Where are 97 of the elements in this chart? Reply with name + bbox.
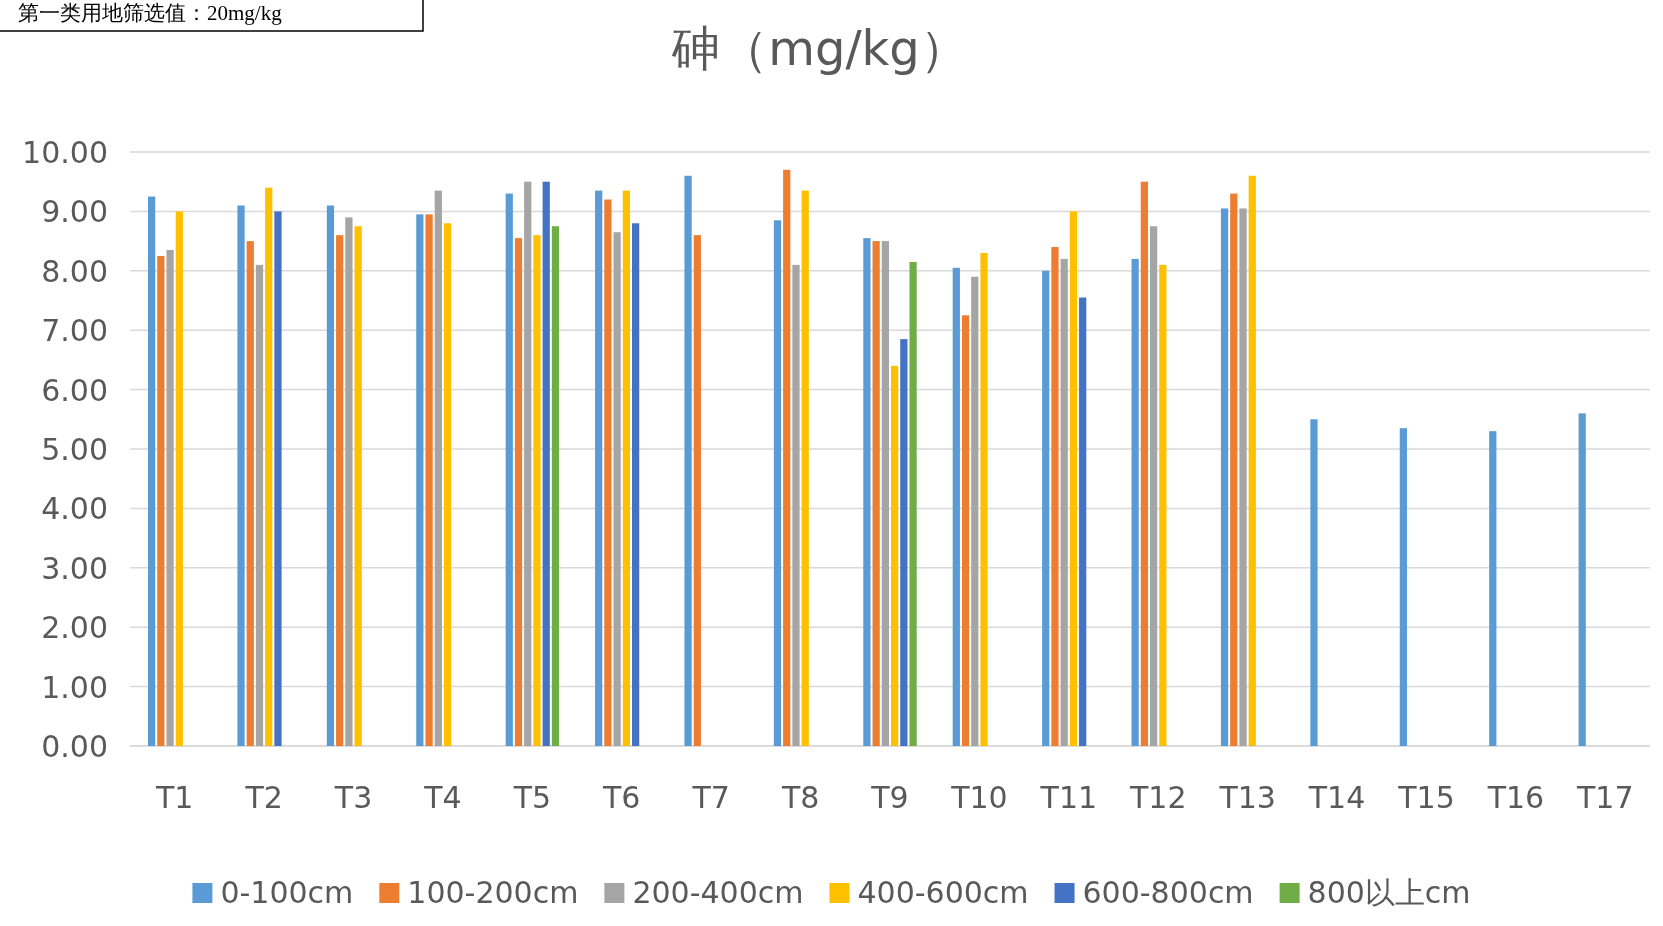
y-tick-label: 1.00 (41, 669, 108, 705)
bar (801, 190, 809, 746)
bar (1079, 297, 1087, 746)
y-tick-label: 9.00 (41, 194, 108, 230)
bar (952, 267, 960, 746)
legend-label: 200-400cm (632, 875, 804, 910)
bar (514, 238, 523, 746)
bar (632, 223, 640, 746)
bar (971, 276, 979, 746)
bar (863, 238, 871, 746)
bar (1042, 270, 1050, 746)
bar (354, 226, 362, 746)
bar (613, 232, 621, 746)
bar (1069, 211, 1078, 746)
bar (1489, 431, 1497, 746)
x-tick-label: T6 (602, 780, 641, 815)
x-tick-label: T5 (512, 780, 552, 815)
bar (157, 255, 165, 746)
bar (1150, 226, 1158, 746)
bar (255, 264, 264, 746)
x-tick-label: T12 (1128, 780, 1187, 815)
bar (147, 196, 156, 746)
bar (237, 205, 245, 746)
y-tick-label: 10.00 (22, 135, 108, 170)
bar (773, 220, 782, 746)
bar (425, 214, 433, 746)
x-tick-label: T4 (423, 780, 462, 815)
bar (1239, 208, 1247, 746)
x-tick-label: T2 (244, 780, 283, 815)
bar (783, 169, 791, 746)
x-tick-label: T14 (1307, 780, 1366, 815)
y-tick-label: 6.00 (41, 372, 108, 408)
bar (246, 241, 254, 746)
bar (1230, 193, 1238, 746)
legend-label: 800以上cm (1307, 875, 1471, 910)
bar (416, 214, 424, 746)
x-tick-label: T7 (691, 780, 730, 815)
bar (980, 252, 988, 746)
text: 第一类用地筛选值：20mg/kg (18, 1, 283, 25)
bar (1159, 264, 1167, 746)
x-tick-label: T9 (870, 780, 909, 815)
bar (881, 241, 889, 746)
bar (1060, 258, 1068, 746)
bar (533, 235, 541, 746)
bar (434, 190, 442, 746)
y-tick-label: 5.00 (41, 432, 108, 467)
bar (166, 250, 174, 746)
bar (684, 175, 692, 746)
bar (891, 365, 899, 746)
y-tick-label: 0.00 (41, 729, 108, 764)
bar (622, 190, 630, 746)
bar (595, 190, 603, 746)
bar (1248, 175, 1256, 746)
bar (1578, 413, 1586, 746)
bar (604, 199, 612, 746)
bar (175, 211, 183, 746)
legend-label: 100-200cm (407, 875, 579, 910)
y-tick-label: 2.00 (41, 610, 108, 646)
bar (961, 315, 970, 746)
x-tick-label: T11 (1039, 780, 1098, 815)
bar (443, 223, 452, 746)
bar (1399, 428, 1407, 746)
bar (1051, 247, 1059, 746)
bar (274, 211, 282, 746)
x-tick-label: T3 (333, 780, 373, 815)
bar (542, 181, 550, 746)
bar (693, 235, 701, 746)
bar (345, 217, 353, 746)
bar (524, 181, 532, 746)
legend-label: 400-600cm (857, 875, 1029, 910)
bar (551, 226, 560, 746)
legend-label: 0-100cm (220, 875, 354, 910)
y-tick-label: 4.00 (41, 491, 108, 527)
x-tick-label: T17 (1576, 780, 1634, 815)
bar (265, 187, 273, 746)
bar (900, 339, 908, 746)
legend-label: 600-800cm (1082, 875, 1254, 910)
y-tick-label: 3.00 (41, 550, 108, 586)
y-tick-label: 8.00 (41, 253, 108, 289)
x-tick-label: T13 (1218, 780, 1276, 815)
x-tick-label: T10 (950, 780, 1008, 815)
bar (1220, 208, 1229, 746)
bar (1310, 419, 1318, 746)
chart-title: 砷（mg/kg） (671, 20, 968, 76)
x-tick-label: T8 (780, 780, 820, 815)
x-tick-label: T15 (1397, 780, 1455, 815)
x-tick-label: T1 (154, 780, 194, 815)
bar (792, 264, 800, 746)
bar (505, 193, 513, 746)
bar (872, 241, 880, 746)
x-tick-label: T16 (1486, 780, 1545, 815)
bar (326, 205, 335, 746)
bar (909, 261, 917, 746)
bar (1131, 258, 1139, 746)
y-tick-label: 7.00 (41, 313, 108, 349)
bar (1140, 181, 1148, 746)
bar (336, 235, 344, 746)
